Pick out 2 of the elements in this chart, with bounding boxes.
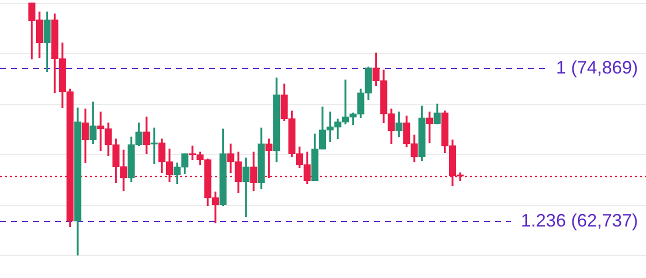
ref-line-label: 1.236 (62,737) — [520, 210, 638, 230]
ref-line-label: 1 (74,869) — [556, 57, 638, 78]
